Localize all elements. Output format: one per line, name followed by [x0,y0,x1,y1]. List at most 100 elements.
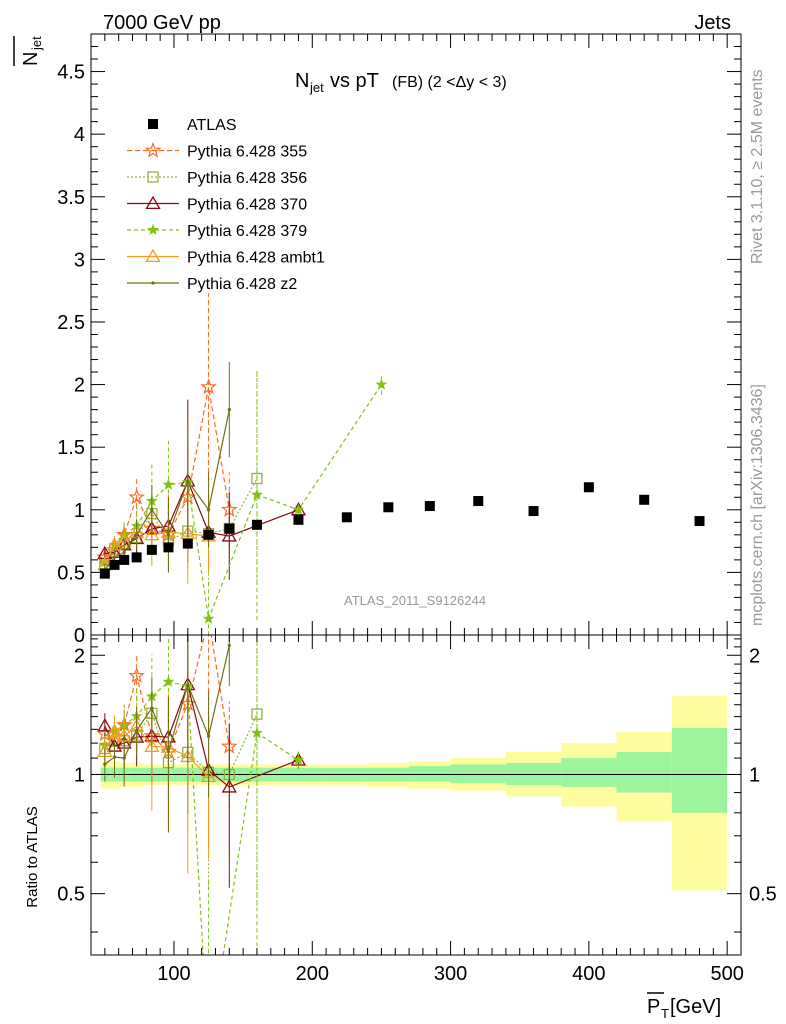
y-tick-label: 3.5 [57,187,85,209]
data-marker [119,554,130,565]
xlabel-main: P [647,996,660,1018]
x-tick-label: 200 [296,963,329,985]
star-marker [202,612,215,624]
y-tick-label: 2.5 [57,312,85,334]
data-marker [109,559,120,570]
data-marker [251,519,262,530]
rivet-label: Rivet 3.1.10, ≥ 2.5M events [749,69,766,264]
x-tick-label: 400 [572,963,605,985]
xlabel-sub: T [661,1006,669,1021]
series-pythia-6-428-z2 [103,362,231,577]
triangle-marker [221,528,237,542]
data-marker [203,529,214,540]
header-right: Jets [694,12,731,34]
ratio-y-tick-label-right: 2 [749,645,760,667]
legend-item: ATLAS [148,117,237,134]
triangle-marker [180,525,196,540]
title-rest: vs pT [330,70,379,92]
data-marker [639,494,650,505]
dot-marker [166,533,171,537]
legend-item: Pythia 6.428 370 [127,195,307,214]
ylabel-main: N [20,52,42,66]
data-marker [341,512,352,523]
x-axis-label: P T [GeV] [647,992,721,1021]
top-panel-series [96,293,705,635]
data-marker [293,514,304,525]
series-line [104,384,382,622]
triangle-marker [145,248,161,263]
data-marker [146,544,157,555]
title-detail: (FB) (2 <Δy < 3) [392,74,507,91]
star-marker [292,503,305,515]
data-marker [224,523,235,534]
data-marker [473,496,484,507]
data-marker [424,501,435,512]
watermark: ATLAS_2011_S9126244 [344,593,486,608]
dot-marker [150,508,154,512]
ratio-panel-series [96,635,307,955]
legend-item: Pythia 6.428 356 [127,170,307,187]
dot-marker [186,479,190,483]
y-tick-label: 0.5 [57,562,85,584]
header-left: 7000 GeV pp [103,12,221,34]
series-line [104,478,258,564]
dot-marker [112,555,117,559]
ratio-panel-frame [90,634,742,956]
x-tick-label: 100 [157,963,190,985]
triangle-marker [144,738,160,753]
ratio-line [104,681,299,955]
ratio-line [104,682,299,788]
dot-marker [151,281,155,285]
square-marker [147,171,159,183]
band-inner [409,766,451,782]
ratio-pythia-6-428-z2 [103,635,231,833]
xlabel-unit: [GeV] [670,996,721,1018]
data-marker [99,568,110,579]
main-title: N jet vs pT (FB) (2 <Δy < 3) [295,70,507,95]
ratio-uncertainty-bands [91,695,741,891]
legend-label: ATLAS [187,117,237,134]
mcplots-label: mcplots.cern.ch [arXiv:1306.3436] [749,384,766,626]
band-inner [561,758,617,787]
text-layer: 7000 GeV pp Jets Rivet 3.1.10, ≥ 2.5M ev… [13,12,766,1021]
y-tick-label: 4 [74,124,85,146]
y-tick-label: 1 [74,500,85,522]
y-tick-label: 3 [74,249,85,271]
dot-marker [135,533,139,537]
y-tick-label: 0 [74,625,85,647]
star-marker [251,488,263,500]
title-sub: jet [309,80,324,95]
legend-label: Pythia 6.428 355 [187,144,307,161]
ratio-y-tick-label-right: 0.5 [749,884,777,906]
y-axis-label-top: N jet [13,36,44,66]
legend-label: Pythia 6.428 370 [187,197,307,214]
x-tick-label: 300 [434,963,467,985]
band-inner [671,728,728,813]
dot-marker [227,408,231,412]
x-tick-label: 500 [710,963,743,985]
ratio-y-tick-label-right: 1 [749,764,760,786]
star-marker [375,378,388,390]
data-marker [182,538,193,549]
star-marker [128,667,145,683]
data-marker [583,482,594,493]
data-marker [131,552,142,563]
star-marker [144,141,162,158]
ratio-line [104,645,230,765]
legend-item: Pythia 6.428 ambt1 [127,248,325,267]
axes-layer: 0 0.5 1 1.5 2 2.5 3 3.5 4 4.5 0.5 0.5 1 1 2 2 100 200 300 4… [57,33,777,985]
legend-label: Pythia 6.428 z2 [187,276,297,293]
data-marker [163,542,174,553]
series-atlas [99,482,705,579]
data-marker [694,516,705,527]
legend-label: Pythia 6.428 356 [187,170,307,187]
star-marker [147,223,159,235]
ratio-line [104,725,210,778]
legend-label: Pythia 6.428 379 [187,223,307,240]
ratio-pythia-6-428-355 [96,635,238,833]
dot-marker [122,550,126,554]
triangle-marker [106,723,123,737]
dot-marker [206,508,211,512]
band-inner [616,751,672,793]
